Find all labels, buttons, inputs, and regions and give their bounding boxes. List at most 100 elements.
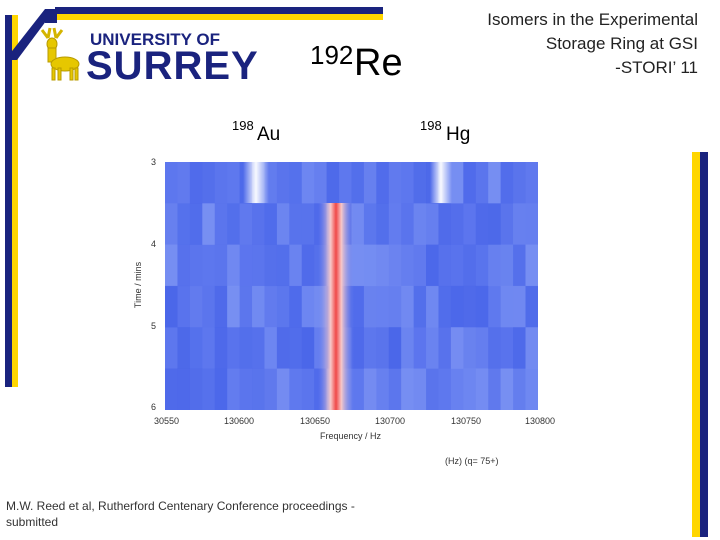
heat-cell (202, 203, 215, 245)
heat-cell (413, 327, 427, 369)
heat-cell (276, 162, 290, 204)
heat-cell (364, 327, 377, 369)
heat-cell (301, 203, 315, 245)
heat-cell (252, 368, 265, 410)
heat-cell (351, 327, 364, 369)
heat-cell (450, 368, 464, 410)
heat-cell (450, 203, 464, 245)
heat-cell (500, 368, 514, 410)
heat-cell (525, 285, 538, 328)
heat-cell (227, 285, 240, 328)
heat-cell (401, 203, 414, 245)
heat-cell (189, 244, 203, 287)
nuclide-symbol: Re (354, 42, 403, 84)
x-tick-label: 130700 (375, 416, 406, 426)
heat-cell (438, 203, 451, 245)
heat-cell (463, 285, 476, 328)
heat-cell (488, 327, 501, 369)
heat-cell (177, 162, 190, 204)
heat-cell (177, 327, 190, 369)
heatmap (165, 162, 538, 410)
heat-cell (351, 203, 364, 245)
y-tick-label: 6 (151, 402, 157, 412)
heat-cell (463, 162, 476, 204)
y-tick-label: 3 (151, 157, 157, 167)
heat-cell (450, 327, 464, 369)
heat-cell (426, 327, 439, 369)
heat-cell (413, 162, 427, 204)
heat-cell (301, 244, 315, 287)
heat-cell (413, 368, 427, 410)
heat-cell (376, 244, 389, 287)
heat-cell (227, 162, 240, 204)
heat-cell (513, 244, 526, 287)
heat-cell (202, 368, 215, 410)
heat-cell (363, 285, 377, 328)
heat-cell (450, 244, 464, 287)
title-line: Isomers in the Experimental (487, 10, 698, 29)
heat-cell (239, 368, 253, 410)
heat-cell (463, 327, 476, 369)
heat-cell (165, 244, 178, 287)
heat-cell (438, 244, 451, 287)
heat-cell (463, 203, 476, 245)
heat-cell (239, 285, 253, 328)
heat-cell (264, 203, 277, 245)
title-line: -STORI’ 11 (615, 58, 698, 77)
heat-cell (239, 203, 253, 245)
heat-cell (475, 203, 489, 245)
nuclide-mass: 192 (310, 40, 354, 70)
heat-cell (214, 203, 228, 245)
heat-cell (388, 368, 402, 410)
heat-cell (401, 162, 414, 204)
heat-cell (351, 285, 364, 328)
heat-cell (289, 203, 302, 245)
heat-cell (475, 368, 489, 410)
heat-cell (264, 285, 277, 328)
heat-cell (401, 244, 414, 287)
title: Isomers in the Experimental Storage Ring… (487, 8, 698, 80)
heat-cell (388, 327, 402, 369)
heat-cell (376, 203, 389, 245)
heat-cell (264, 244, 277, 287)
heat-cell (301, 162, 315, 204)
heat-cell (214, 162, 228, 204)
heat-cell (500, 244, 514, 287)
heat-cell (475, 327, 489, 369)
heat-cell (413, 285, 427, 328)
y-tick-label: 5 (151, 321, 157, 331)
heat-cell (351, 244, 364, 287)
heat-cell (202, 245, 215, 287)
heat-cell (500, 285, 514, 328)
heat-cell (513, 203, 526, 245)
heat-cell (214, 244, 228, 287)
citation: M.W. Reed et al, Rutherford Centenary Co… (6, 499, 355, 529)
heat-cell (227, 327, 240, 369)
heat-cell (351, 162, 364, 204)
heat-cell (202, 162, 215, 204)
heat-cell (525, 368, 538, 410)
heat-cell (376, 368, 389, 410)
heat-cell (513, 368, 526, 410)
heat-cell (450, 285, 464, 328)
heat-cell (463, 244, 476, 287)
heat-cell (488, 162, 501, 204)
x-tick-label: 30550 (154, 416, 180, 426)
x-tick-label: 130600 (224, 416, 255, 426)
heat-cell (202, 327, 215, 369)
heat-cell (488, 285, 501, 328)
x-tick-label: 130800 (525, 416, 556, 426)
heat-cell (426, 368, 439, 410)
heat-cell (177, 244, 190, 287)
peak-mass: 198 (232, 118, 254, 133)
heat-cell (525, 327, 538, 369)
heat-cell (500, 162, 514, 204)
heat-cell (438, 369, 451, 411)
heat-cell (488, 203, 501, 245)
heat-cell (426, 244, 439, 287)
heat-cell (189, 368, 203, 410)
heat-cell (243, 162, 269, 203)
heat-cell (264, 368, 277, 410)
